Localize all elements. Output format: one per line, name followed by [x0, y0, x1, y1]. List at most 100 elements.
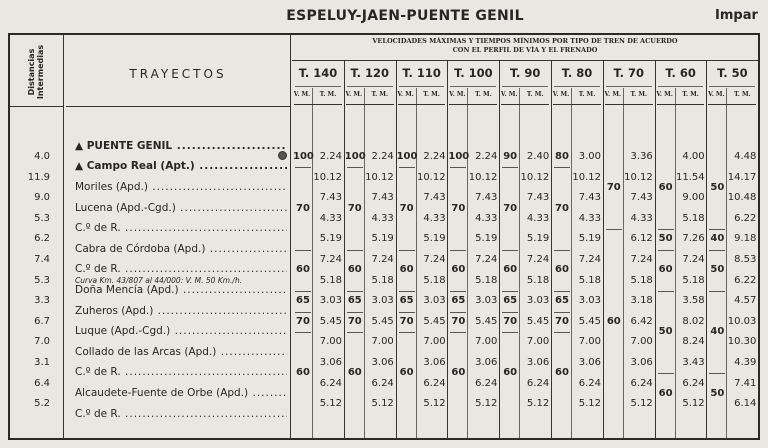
min-time-value: 3.06	[319, 357, 342, 368]
leader-dots: ........................................…	[174, 325, 287, 338]
max-speed-value: 90	[503, 151, 518, 162]
speed-range-separator	[709, 249, 726, 251]
min-time-value: 7.26	[682, 233, 705, 245]
leader-dots: ........................................…	[152, 180, 287, 193]
station-label: ▲ PUENTE GENIL	[75, 139, 173, 152]
max-speed-value: 70	[296, 315, 310, 327]
max-speed-value: 50	[658, 233, 673, 245]
min-time-value: 5.45	[423, 315, 446, 327]
group-divider	[395, 60, 397, 438]
tm-header: T. M.	[475, 91, 492, 98]
station-name: Cabra de Córdoba (Apd.) ................…	[75, 243, 287, 255]
min-time-value: 5.18	[319, 274, 342, 286]
subheader-divider	[554, 86, 600, 87]
train-type-header: T. 90	[509, 66, 541, 80]
speed-range-separator	[657, 249, 674, 251]
min-time-value: 10.30	[727, 336, 757, 348]
vm-header: V. M.	[552, 91, 570, 98]
min-time-value: 8.24	[682, 336, 705, 348]
subheader-bottom	[449, 104, 498, 105]
subheader-divider	[398, 86, 445, 87]
vm-header: V. M.	[293, 91, 311, 98]
tm-header: T. M.	[682, 91, 699, 98]
station-label: Alcaudete-Fuente de Orbe (Apd.)	[75, 386, 249, 399]
vm-header: V. M.	[345, 91, 363, 98]
speed-range-separator	[346, 167, 363, 169]
min-time-value: 8.53	[734, 254, 757, 265]
min-time-value: 5.45	[475, 315, 498, 327]
min-time-value: 5.19	[578, 233, 601, 245]
max-speed-value: 60	[503, 264, 518, 276]
min-time-value: 4.00	[682, 151, 705, 162]
speed-range-separator	[502, 290, 519, 292]
leader-dots: ........................................…	[125, 222, 287, 235]
min-time-value: 5.18	[630, 274, 653, 286]
min-time-value: 5.12	[682, 398, 705, 410]
distance-value: 3.1	[34, 357, 50, 368]
subheader-bottom	[501, 104, 549, 105]
tm-header: T. M.	[578, 91, 596, 98]
min-time-value: 7.43	[475, 192, 498, 204]
station-label: Moriles (Apd.)	[75, 180, 148, 193]
min-time-value: 3.43	[682, 357, 705, 368]
subheader-bottom	[345, 104, 394, 105]
min-time-value: 10.12	[468, 171, 498, 183]
distance-value: 5.3	[34, 212, 50, 224]
speed-range-separator	[450, 332, 467, 334]
group-divider	[654, 60, 656, 438]
min-time-value: 6.22	[734, 212, 757, 224]
max-speed-value: 60	[555, 264, 569, 276]
max-speed-value: 60	[347, 367, 362, 379]
group-divider	[706, 60, 708, 438]
min-time-value: 9.00	[682, 192, 705, 204]
min-time-value: 5.18	[475, 274, 498, 286]
max-speed-value: 70	[296, 202, 310, 214]
speed-range-separator	[295, 332, 311, 334]
min-time-value: 7.00	[319, 336, 342, 348]
min-time-value: 3.18	[630, 295, 653, 307]
subheader-divider	[605, 86, 652, 87]
curve-note: Curva Km. 43/807 al 44/000: V. M. 50 Km.…	[75, 276, 243, 285]
min-time-value: 10.12	[313, 171, 342, 183]
vm-tm-divider	[571, 88, 572, 438]
max-speed-value: 70	[555, 202, 569, 214]
leader-dots: ........................................…	[199, 160, 287, 173]
min-time-value: 5.18	[682, 212, 705, 224]
group-divider	[447, 60, 449, 438]
subheader-divider	[657, 86, 704, 87]
max-speed-value: 65	[451, 295, 466, 307]
distance-value: 7.4	[34, 254, 50, 265]
speed-range-separator	[709, 373, 726, 375]
page-title: ESPELUY-JAEN-PUENTE GENIL	[286, 8, 524, 24]
speed-range-separator	[450, 311, 467, 313]
max-speed-value: 50	[658, 326, 673, 338]
tm-header: T. M.	[371, 91, 389, 98]
max-speed-value: 70	[451, 202, 466, 214]
speed-range-separator	[450, 290, 467, 292]
min-time-value: 7.43	[371, 192, 394, 204]
min-time-value: 5.45	[526, 315, 550, 327]
min-time-value: 7.00	[578, 336, 601, 348]
min-time-value: 10.03	[727, 315, 757, 327]
min-time-value: 7.00	[423, 336, 446, 348]
tm-header: T. M.	[734, 91, 751, 98]
min-time-value: 2.24	[371, 151, 394, 162]
min-time-value: 5.12	[475, 398, 498, 410]
min-time-value: 7.00	[630, 336, 653, 348]
speed-range-separator	[398, 290, 415, 292]
leader-dots: ........................................…	[182, 283, 287, 296]
min-time-value: 7.43	[319, 192, 342, 204]
speeds-header: VELOCIDADES MÁXIMAS Y TIEMPOS MÍNIMOS PO…	[292, 37, 758, 55]
header-divider	[10, 106, 64, 107]
min-time-value: 4.33	[423, 212, 446, 224]
min-time-value: 4.33	[475, 212, 498, 224]
speed-range-separator	[295, 167, 311, 169]
max-speed-value: 60	[451, 367, 466, 379]
min-time-value: 6.42	[630, 315, 653, 327]
train-type-header: T. 50	[717, 66, 748, 80]
min-time-value: 5.12	[371, 398, 394, 410]
max-speed-value: 60	[503, 367, 518, 379]
min-time-value: 5.18	[371, 274, 394, 286]
vm-tm-divider	[467, 88, 469, 438]
station-label: Lucena (Apd.-Cgd.)	[75, 201, 176, 214]
